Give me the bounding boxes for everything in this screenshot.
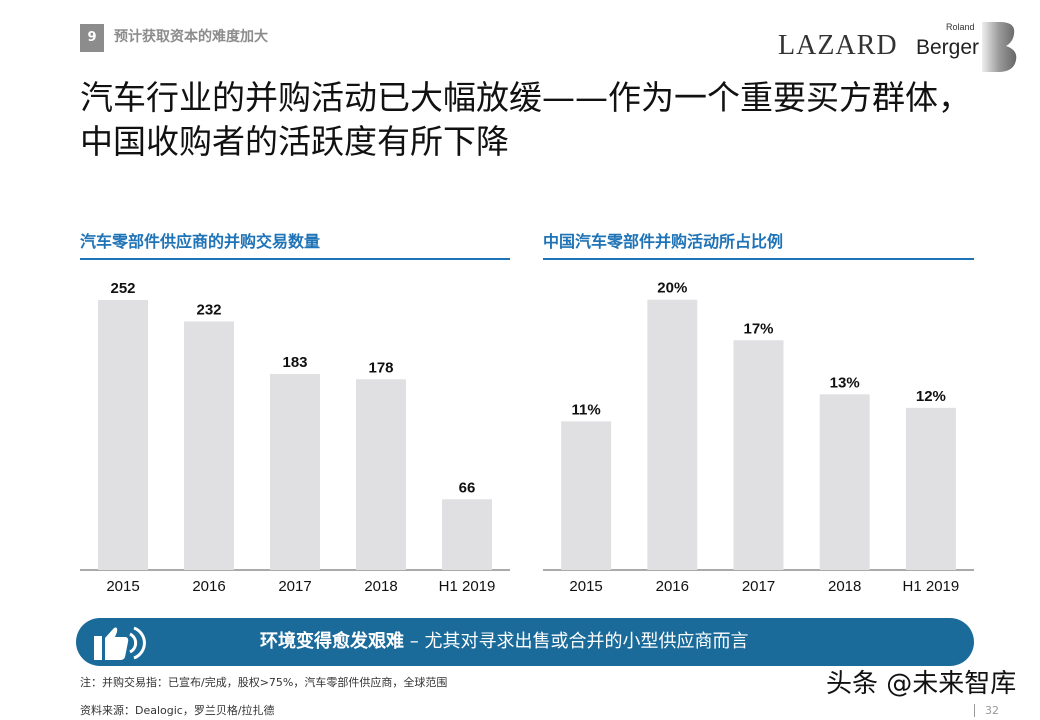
bar-2016 [647, 299, 698, 570]
x-tick-label: 2015 [569, 578, 602, 595]
data-label: 13% [830, 374, 860, 391]
data-label: 178 [368, 359, 393, 376]
left-chart-rule [80, 258, 510, 260]
x-tick-label: 2018 [828, 578, 861, 595]
x-tick-label: 2018 [364, 578, 397, 595]
section-number: 9 [80, 24, 104, 52]
data-label: 11% [571, 401, 600, 418]
banner-rest: – 尤其对寻求出售或合并的小型供应商而言 [409, 631, 749, 652]
roland-berger-logo-berger: Berger [916, 36, 980, 59]
x-tick-label: 2017 [278, 578, 311, 595]
bar-H1 2019 [905, 407, 956, 570]
roland-berger-b-logo-icon [982, 22, 1017, 72]
left-chart-title: 汽车零部件供应商的并购交易数量 [80, 232, 321, 251]
data-label: 232 [196, 301, 221, 318]
x-tick-label: 2015 [106, 578, 139, 595]
data-label: 183 [282, 354, 307, 371]
deal-count-chart: 252 2015 232 2016 183 2017 178 2018 66 H1 2019 [80, 280, 510, 595]
data-label: 12% [916, 388, 946, 405]
bar-H1 2019 [442, 499, 492, 570]
lazard-logo: LAZARD [778, 30, 898, 61]
thumbs-up-icon [94, 626, 146, 660]
data-label: 252 [110, 280, 135, 297]
bar-2017 [270, 373, 320, 570]
bar-2016 [184, 321, 234, 570]
x-tick-label: H1 2019 [903, 578, 960, 595]
banner-bold: 环境变得愈发艰难 [260, 631, 404, 652]
banner-text: 环境变得愈发艰难 – 尤其对寻求出售或合并的小型供应商而言 [260, 630, 748, 654]
roland-berger-logo-roland: Roland [946, 22, 975, 32]
section-title: 预计获取资本的难度加大 [114, 29, 268, 45]
x-tick-label: 2016 [192, 578, 225, 595]
bar-2018 [819, 394, 870, 570]
x-tick-label: H1 2019 [439, 578, 496, 595]
right-chart-title: 中国汽车零部件并购活动所占比例 [543, 232, 784, 251]
bar-2015 [561, 421, 612, 570]
key-message-banner [76, 618, 974, 666]
watermark: 头条 @未来智库 [826, 669, 1017, 699]
bar-2018 [356, 379, 406, 570]
source-note: 资料来源：Dealogic，罗兰贝格/拉扎德 [80, 704, 275, 717]
x-tick-label: 2016 [656, 578, 689, 595]
footnote: 注：并购交易指：已宣布/完成，股权>75%，汽车零部件供应商，全球范围 [80, 676, 448, 689]
page-title: 汽车行业的并购活动已大幅放缓——作为一个重要买方群体，中国收购者的活跃度有所下降 [80, 78, 971, 161]
data-label: 20% [657, 280, 687, 297]
data-label: 17% [743, 320, 773, 337]
bar-2015 [98, 300, 148, 570]
right-chart-rule [543, 258, 974, 260]
china-share-chart: 11% 2015 20% 2016 17% 2017 13% 2018 12% H1 2019 [543, 280, 974, 595]
page-number: 32 [974, 704, 999, 717]
x-tick-label: 2017 [742, 578, 775, 595]
bar-2017 [733, 340, 784, 570]
data-label: 66 [459, 479, 476, 496]
